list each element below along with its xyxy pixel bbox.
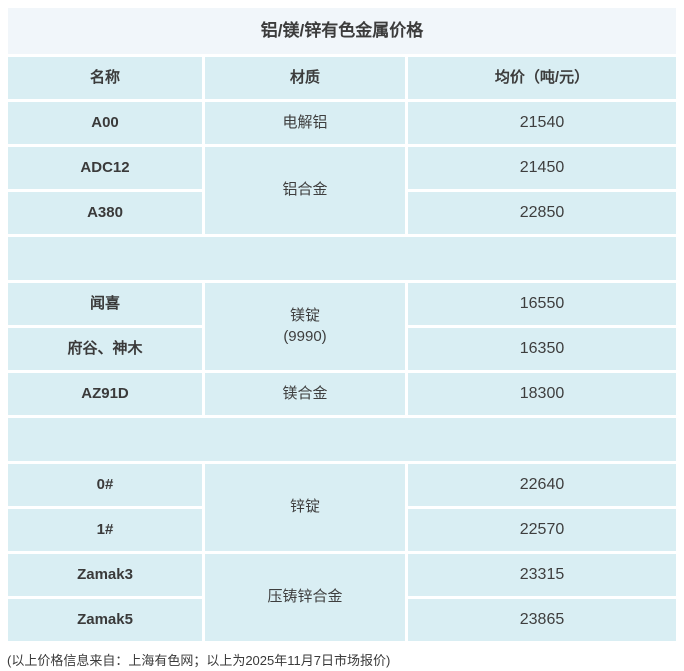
separator-cell xyxy=(8,418,676,461)
table-row: A380 22850 xyxy=(8,192,676,234)
table-row: 0# 锌锭 22640 xyxy=(8,464,676,551)
title-row: 铝/镁/锌有色金属价格 xyxy=(8,8,676,54)
material-cell: 电解铝 xyxy=(205,102,405,144)
name-cell: 0# xyxy=(8,464,202,506)
price-cell: 16350 xyxy=(408,328,676,370)
table-row: 闻喜 镁锭 (9990) 16550 xyxy=(8,283,676,370)
table-row: Zamak5 23865 xyxy=(8,599,676,641)
separator-cell xyxy=(8,237,676,280)
header-row: 名称 材质 均价（吨/元） xyxy=(8,57,676,99)
col-header-name: 名称 xyxy=(8,57,202,99)
material-line-1: 镁锭 xyxy=(289,307,320,325)
section-separator xyxy=(8,418,676,461)
price-cell: 22640 xyxy=(408,464,676,506)
source-footnote: (以上价格信息来自：上海有色网；以上为2025年11月7日市场报价) xyxy=(7,653,391,668)
price-table: 铝/镁/锌有色金属价格 名称 材质 均价（吨/元） A00 电解铝 21540 … xyxy=(5,5,679,644)
table-title: 铝/镁/锌有色金属价格 xyxy=(8,8,676,54)
col-header-price: 均价（吨/元） xyxy=(408,57,676,99)
price-cell: 21540 xyxy=(408,102,676,144)
material-cell-merged: 压铸锌合金 xyxy=(205,554,405,641)
name-cell: A380 xyxy=(8,192,202,234)
price-cell: 23865 xyxy=(408,599,676,641)
material-cell-merged: 镁锭 (9990) xyxy=(205,283,405,370)
name-cell: AZ91D xyxy=(8,373,202,415)
section-separator xyxy=(8,237,676,280)
price-cell: 16550 xyxy=(408,283,676,325)
price-cell: 22570 xyxy=(408,509,676,551)
material-cell: 镁合金 xyxy=(205,373,405,415)
name-cell: A00 xyxy=(8,102,202,144)
table-row: ADC12 铝合金 21450 xyxy=(8,147,676,234)
name-cell: Zamak5 xyxy=(8,599,202,641)
table-row: AZ91D 镁合金 18300 xyxy=(8,373,676,415)
table-row: 1# 22570 xyxy=(8,509,676,551)
material-line-2: (9990) xyxy=(283,327,327,345)
col-header-material: 材质 xyxy=(205,57,405,99)
table-row: Zamak3 压铸锌合金 23315 xyxy=(8,554,676,641)
price-cell: 21450 xyxy=(408,147,676,189)
name-cell: 1# xyxy=(8,509,202,551)
name-cell: ADC12 xyxy=(8,147,202,189)
price-cell: 23315 xyxy=(408,554,676,596)
price-cell: 22850 xyxy=(408,192,676,234)
material-cell-merged: 锌锭 xyxy=(205,464,405,551)
table-row: 府谷、神木 16350 xyxy=(8,328,676,370)
price-cell: 18300 xyxy=(408,373,676,415)
name-cell: Zamak3 xyxy=(8,554,202,596)
name-cell: 闻喜 xyxy=(8,283,202,325)
material-cell-merged: 铝合金 xyxy=(205,147,405,234)
table-row: A00 电解铝 21540 xyxy=(8,102,676,144)
name-cell: 府谷、神木 xyxy=(8,328,202,370)
